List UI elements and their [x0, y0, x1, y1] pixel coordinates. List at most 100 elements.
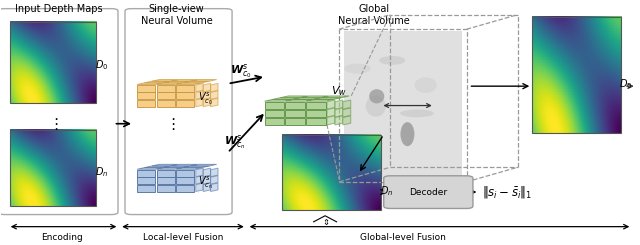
Ellipse shape: [415, 77, 437, 93]
Bar: [282, 135, 381, 210]
Bar: [264, 118, 284, 125]
Polygon shape: [184, 81, 209, 83]
Polygon shape: [343, 116, 351, 125]
Polygon shape: [211, 183, 218, 192]
Text: $\boldsymbol{W}^s_{c_0}$: $\boldsymbol{W}^s_{c_0}$: [230, 62, 252, 81]
Polygon shape: [137, 168, 163, 169]
Polygon shape: [196, 176, 203, 184]
Polygon shape: [191, 80, 217, 81]
Text: $\|s_i - \bar{s}_i\|_1$: $\|s_i - \bar{s}_i\|_1$: [483, 184, 533, 200]
Text: Global-level Fusion: Global-level Fusion: [360, 233, 446, 242]
Polygon shape: [285, 99, 313, 101]
Text: Single-view
Neural Volume: Single-view Neural Volume: [141, 4, 212, 26]
Bar: [532, 17, 621, 133]
Polygon shape: [301, 96, 328, 98]
Polygon shape: [327, 108, 335, 117]
Ellipse shape: [365, 96, 386, 117]
Text: $\Updownarrow$: $\Updownarrow$: [321, 217, 330, 227]
Polygon shape: [203, 91, 211, 99]
Polygon shape: [196, 91, 203, 99]
Polygon shape: [191, 164, 217, 166]
Polygon shape: [196, 98, 203, 107]
Bar: [157, 85, 175, 92]
Polygon shape: [145, 166, 170, 168]
Polygon shape: [314, 98, 341, 99]
Ellipse shape: [344, 64, 371, 74]
Bar: [157, 92, 175, 99]
Bar: [264, 102, 284, 109]
Polygon shape: [196, 168, 203, 177]
Text: Input Depth Maps: Input Depth Maps: [15, 4, 102, 14]
Polygon shape: [343, 100, 351, 109]
Polygon shape: [211, 176, 218, 184]
Polygon shape: [164, 166, 189, 168]
Bar: [306, 110, 326, 117]
Polygon shape: [335, 100, 343, 109]
Polygon shape: [335, 116, 343, 125]
Bar: [10, 22, 96, 103]
Polygon shape: [137, 83, 163, 85]
Polygon shape: [203, 176, 211, 184]
Bar: [176, 100, 195, 107]
Polygon shape: [322, 96, 349, 98]
Text: $V_w$: $V_w$: [332, 84, 348, 98]
Polygon shape: [203, 83, 211, 92]
Polygon shape: [176, 83, 202, 85]
Bar: [157, 185, 175, 192]
Text: $\vdots$: $\vdots$: [165, 116, 175, 132]
Polygon shape: [327, 116, 335, 125]
Text: $\vdots$: $\vdots$: [49, 116, 59, 132]
Polygon shape: [211, 83, 218, 92]
Bar: [176, 170, 195, 177]
Polygon shape: [196, 183, 203, 192]
Polygon shape: [203, 168, 211, 177]
Text: $D_n$: $D_n$: [380, 185, 393, 198]
Ellipse shape: [401, 122, 414, 146]
Bar: [157, 100, 175, 107]
Polygon shape: [196, 83, 203, 92]
Text: $D_0$: $D_0$: [95, 59, 108, 73]
Bar: [137, 177, 156, 184]
Polygon shape: [157, 83, 182, 85]
Text: $D_n$: $D_n$: [95, 165, 108, 179]
Bar: [157, 177, 175, 184]
Bar: [176, 177, 195, 184]
Bar: [137, 85, 156, 92]
Bar: [157, 170, 175, 177]
Polygon shape: [203, 183, 211, 192]
Text: Decoder: Decoder: [409, 187, 447, 196]
Bar: [306, 102, 326, 109]
Text: Global
Neural Volume: Global Neural Volume: [339, 4, 410, 26]
Bar: [344, 31, 462, 179]
Polygon shape: [273, 98, 300, 99]
Polygon shape: [164, 81, 189, 83]
Polygon shape: [343, 108, 351, 117]
Polygon shape: [211, 98, 218, 107]
Text: Encoding: Encoding: [41, 233, 83, 242]
Polygon shape: [184, 166, 209, 168]
Polygon shape: [176, 168, 202, 169]
Text: $V^s_{c_n}$: $V^s_{c_n}$: [198, 175, 212, 191]
Polygon shape: [211, 91, 218, 99]
Polygon shape: [157, 168, 182, 169]
Text: $D_0$: $D_0$: [620, 77, 633, 91]
Polygon shape: [335, 108, 343, 117]
Bar: [137, 100, 156, 107]
Bar: [285, 110, 305, 117]
Ellipse shape: [379, 56, 405, 65]
Polygon shape: [264, 99, 292, 101]
Bar: [285, 118, 305, 125]
Ellipse shape: [357, 139, 382, 148]
Polygon shape: [203, 98, 211, 107]
Bar: [264, 110, 284, 117]
Ellipse shape: [400, 110, 434, 117]
Text: $V^s_{c_0}$: $V^s_{c_0}$: [198, 90, 212, 107]
Polygon shape: [145, 81, 170, 83]
Ellipse shape: [369, 89, 384, 103]
Bar: [176, 85, 195, 92]
Polygon shape: [280, 96, 308, 98]
Bar: [176, 185, 195, 192]
Bar: [137, 185, 156, 192]
Bar: [285, 102, 305, 109]
Bar: [306, 118, 326, 125]
